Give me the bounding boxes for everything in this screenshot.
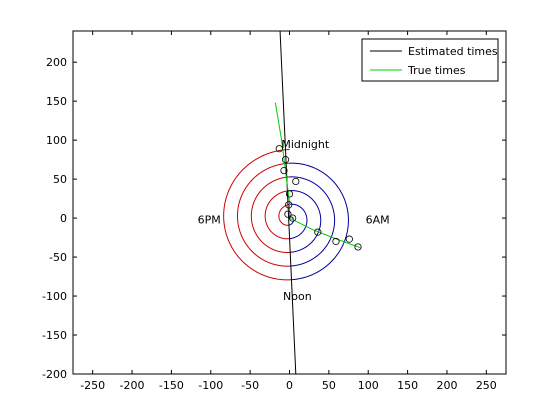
x-tick-label: 150 <box>397 379 418 392</box>
data-point <box>285 201 293 209</box>
spiral-arc-night-to-noon <box>289 216 295 226</box>
data-point <box>354 243 362 251</box>
x-tick-label: -50 <box>241 379 259 392</box>
spiral-arc-noon-to-night <box>223 149 291 281</box>
spiral-arc-noon-to-night <box>278 203 290 226</box>
data-point <box>281 156 290 164</box>
annotation-label: Midnight <box>281 138 330 151</box>
spiral-arc-night-to-noon <box>288 162 349 281</box>
spiral-arc-noon-to-night <box>250 176 290 253</box>
y-tick-label: 200 <box>46 56 67 69</box>
y-tick-label: 0 <box>60 212 67 225</box>
y-tick-label: 50 <box>53 173 67 186</box>
x-tick-label: 200 <box>436 379 457 392</box>
legend-label: Estimated times <box>408 45 498 58</box>
spiral-arc-night-to-noon <box>289 190 322 253</box>
true-times-line <box>274 102 361 249</box>
plot-content <box>223 31 362 374</box>
spiral-arc-night-to-noon <box>288 176 336 267</box>
data-point <box>345 235 353 243</box>
y-tick-label: -50 <box>49 251 67 264</box>
x-tick-label: -100 <box>198 379 223 392</box>
x-tick-label: 0 <box>286 379 293 392</box>
data-point <box>314 228 322 236</box>
legend-box <box>361 38 499 82</box>
data-point <box>289 214 297 222</box>
x-tick-label: -150 <box>159 379 184 392</box>
spiral-arc-noon-to-night <box>264 190 290 240</box>
axes: -250 -200 -150 -100 -50 0 50 100 150 200 250 -200 -1… <box>42 30 507 392</box>
y-tick-label: -200 <box>42 368 67 381</box>
annotations: Midnight 6AM Noon 6PM <box>198 138 390 303</box>
data-point <box>332 237 340 246</box>
data-point <box>292 177 300 186</box>
x-tick-label: -250 <box>80 379 105 392</box>
x-tick-label: -200 <box>120 379 145 392</box>
y-tick-label: -100 <box>42 290 67 303</box>
spiral-arc-night-to-noon <box>289 203 308 240</box>
x-tick-label: 50 <box>322 379 336 392</box>
legend: Estimated times True times <box>361 38 499 82</box>
y-tick-label: 150 <box>46 95 67 108</box>
annotation-label: 6PM <box>198 214 221 227</box>
spiral-arc-noon-to-night <box>236 162 291 267</box>
x-tick-label: 100 <box>358 379 379 392</box>
estimated-times-line <box>279 31 297 374</box>
data-point <box>275 145 283 153</box>
data-point <box>284 210 292 218</box>
legend-label: True times <box>407 64 466 77</box>
y-tick-label: 100 <box>46 134 67 147</box>
data-point <box>280 166 288 175</box>
data-point <box>285 190 294 198</box>
x-tick-label: 250 <box>476 379 497 392</box>
annotation-label: Noon <box>283 290 312 303</box>
y-tick-label: -150 <box>42 329 67 342</box>
annotation-label: 6AM <box>366 214 390 227</box>
